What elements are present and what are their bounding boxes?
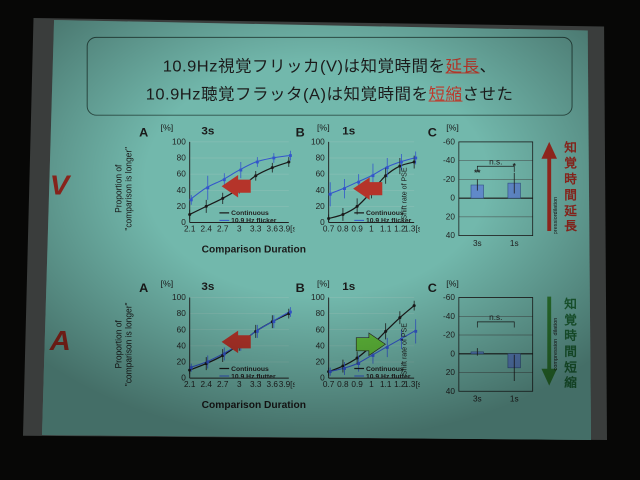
svg-text:2.4: 2.4 — [200, 380, 212, 389]
svg-text:0.7: 0.7 — [323, 380, 335, 389]
svg-text:0: 0 — [450, 350, 455, 359]
svg-text:40: 40 — [177, 186, 187, 195]
svg-text:40: 40 — [316, 186, 326, 195]
svg-text:0.9: 0.9 — [351, 380, 363, 389]
svg-text:2.4: 2.4 — [200, 225, 212, 234]
svg-text:3.6: 3.6 — [267, 380, 279, 389]
svg-text:60: 60 — [177, 326, 187, 335]
svg-text:3s: 3s — [473, 239, 482, 248]
svg-text:2.7: 2.7 — [217, 225, 229, 234]
svg-text:20: 20 — [316, 358, 326, 367]
svg-text:80: 80 — [316, 154, 326, 163]
svg-text:3.9[s]: 3.9[s] — [279, 225, 295, 234]
svg-text:40: 40 — [177, 342, 187, 351]
svg-text:0: 0 — [450, 194, 455, 203]
svg-text:80: 80 — [316, 309, 326, 318]
svg-text:10.9 Hz flutter: 10.9 Hz flutter — [231, 373, 276, 380]
svg-text:100: 100 — [311, 138, 325, 147]
svg-text:3.9[s]: 3.9[s] — [279, 380, 295, 389]
svg-text:3.3: 3.3 — [250, 380, 262, 389]
svg-text:-20: -20 — [443, 175, 455, 184]
svg-text:10.9 Hz flicker: 10.9 Hz flicker — [231, 218, 277, 225]
svg-text:-20: -20 — [443, 331, 455, 340]
svg-text:1.1: 1.1 — [380, 380, 392, 389]
svg-text:3.6: 3.6 — [267, 225, 279, 234]
svg-text:80: 80 — [177, 154, 187, 163]
svg-text:Continuous: Continuous — [231, 210, 269, 217]
svg-text:n.s.: n.s. — [489, 313, 502, 322]
svg-text:40: 40 — [446, 231, 456, 240]
svg-text:**: ** — [474, 169, 481, 178]
svg-text:0.8: 0.8 — [337, 380, 349, 389]
svg-text:*: * — [513, 162, 517, 171]
svg-text:Continuous: Continuous — [366, 210, 404, 217]
svg-text:0.9: 0.9 — [351, 225, 363, 234]
svg-text:-40: -40 — [443, 156, 455, 165]
svg-text:1s: 1s — [510, 395, 519, 404]
svg-text:-40: -40 — [443, 312, 455, 321]
svg-text:Continuous: Continuous — [231, 366, 269, 373]
svg-text:60: 60 — [177, 170, 187, 179]
svg-text:0.8: 0.8 — [337, 225, 349, 234]
svg-text:80: 80 — [177, 309, 187, 318]
svg-text:3.3: 3.3 — [250, 225, 262, 234]
svg-text:dilation: dilation — [553, 318, 559, 336]
svg-text:20: 20 — [446, 368, 456, 377]
svg-text:1s: 1s — [510, 239, 519, 248]
svg-text:0.7: 0.7 — [323, 225, 335, 234]
svg-text:-60: -60 — [443, 138, 455, 147]
svg-text:2.7: 2.7 — [217, 380, 229, 389]
svg-text:n.s.: n.s. — [489, 158, 502, 167]
svg-text:100: 100 — [172, 138, 186, 147]
svg-text:40: 40 — [446, 387, 456, 396]
svg-text:100: 100 — [172, 293, 186, 302]
svg-text:40: 40 — [316, 342, 326, 351]
svg-text:-60: -60 — [443, 293, 455, 302]
svg-text:20: 20 — [177, 358, 187, 367]
svg-text:60: 60 — [316, 326, 326, 335]
svg-text:3: 3 — [237, 225, 242, 234]
svg-text:3: 3 — [237, 380, 242, 389]
svg-text:60: 60 — [316, 170, 326, 179]
svg-text:2.1: 2.1 — [184, 225, 196, 234]
svg-text:2.1: 2.1 — [184, 380, 196, 389]
svg-text:1.1: 1.1 — [380, 225, 392, 234]
svg-text:dilation: dilation — [553, 197, 559, 215]
svg-text:Continuous: Continuous — [366, 366, 404, 373]
svg-text:20: 20 — [446, 213, 456, 222]
svg-text:20: 20 — [316, 202, 326, 211]
svg-text:100: 100 — [311, 293, 325, 302]
svg-text:3s: 3s — [473, 395, 482, 404]
svg-text:compression: compression — [553, 339, 559, 371]
svg-text:1: 1 — [369, 225, 374, 234]
svg-text:compression: compression — [553, 213, 559, 234]
svg-text:1: 1 — [369, 380, 374, 389]
svg-text:20: 20 — [177, 202, 187, 211]
